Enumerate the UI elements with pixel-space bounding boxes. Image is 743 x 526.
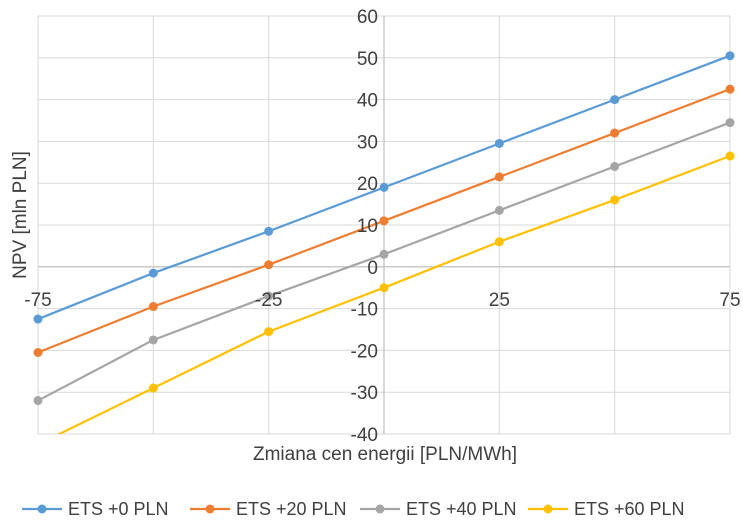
data-point <box>725 51 735 61</box>
legend-label: ETS +0 PLN <box>68 499 169 519</box>
data-point <box>34 440 43 449</box>
legend-label: ETS +20 PLN <box>236 499 347 519</box>
y-axis-title: NPV [mln PLN] <box>10 151 31 279</box>
data-point <box>494 172 504 182</box>
data-point <box>494 237 504 247</box>
data-point <box>610 161 620 171</box>
series-ets-0-pln <box>33 51 735 324</box>
data-point <box>379 283 389 293</box>
y-tick-label: -10 <box>351 300 378 321</box>
data-series <box>33 51 735 449</box>
data-point <box>264 260 274 270</box>
series-ets-20-pln <box>33 84 735 357</box>
tick-labels: -40 -30 -20 -10 0 10 20 30 40 50 60 -75 -25 25 75 <box>24 7 740 446</box>
x-tick-label: -25 <box>255 290 282 311</box>
legend-marker <box>37 504 47 514</box>
data-point <box>494 205 504 215</box>
data-point <box>725 84 735 94</box>
series-ets-40-pln <box>33 118 735 406</box>
data-point <box>379 216 389 226</box>
legend-item: ETS +40 PLN <box>360 499 517 519</box>
legend: ETS +0 PLN ETS +20 PLN ETS +40 PLN ETS +60 … <box>22 499 685 519</box>
y-tick-label: -20 <box>351 341 378 362</box>
data-point <box>148 335 158 345</box>
data-point <box>610 128 620 138</box>
legend-marker <box>375 504 385 514</box>
data-point <box>33 347 43 357</box>
y-tick-label: 20 <box>357 174 378 195</box>
legend-item: ETS +0 PLN <box>22 499 169 519</box>
y-tick-label: 60 <box>357 7 378 28</box>
data-point <box>610 195 620 205</box>
y-tick-label: 50 <box>357 49 378 70</box>
x-axis-title: Zmiana cen energii [PLN/MWh] <box>253 444 517 465</box>
y-tick-label: -30 <box>351 383 378 404</box>
data-point <box>148 383 158 393</box>
data-point <box>264 291 274 301</box>
data-point <box>148 268 158 278</box>
legend-label: ETS +40 PLN <box>406 499 517 519</box>
data-point <box>379 249 389 259</box>
legend-item: ETS +20 PLN <box>190 499 347 519</box>
series-ets-60-pln <box>34 151 735 449</box>
y-tick-label: -40 <box>351 425 378 446</box>
data-point <box>264 226 274 236</box>
x-tick-label: 25 <box>489 290 510 311</box>
x-tick-label: 75 <box>719 290 740 311</box>
data-point <box>725 118 735 128</box>
legend-marker <box>543 504 553 514</box>
data-point <box>148 302 158 312</box>
y-tick-label: 40 <box>357 91 378 112</box>
data-point <box>379 182 389 192</box>
data-point <box>33 396 43 406</box>
data-point <box>725 151 735 161</box>
y-tick-label: 30 <box>357 132 378 153</box>
legend-label: ETS +60 PLN <box>574 499 685 519</box>
x-tick-label: -75 <box>24 290 51 311</box>
data-point <box>264 327 274 337</box>
legend-marker <box>205 504 215 514</box>
y-tick-label: 0 <box>367 258 378 279</box>
data-point <box>610 95 620 105</box>
data-point <box>494 138 504 148</box>
y-tick-label: 10 <box>357 216 378 237</box>
legend-item: ETS +60 PLN <box>528 499 685 519</box>
data-point <box>33 314 43 324</box>
